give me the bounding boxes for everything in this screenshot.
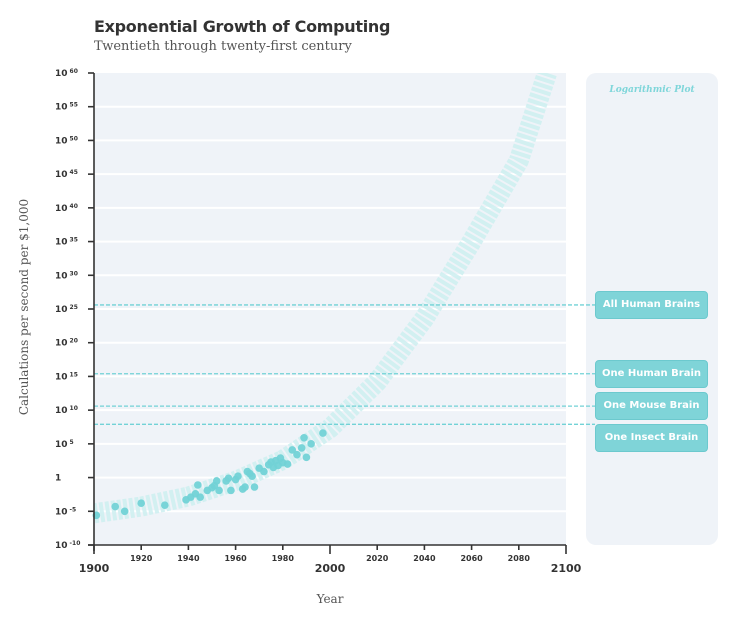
data-point bbox=[283, 460, 292, 468]
y-tick-base: 10 bbox=[55, 204, 68, 214]
y-tick-label: 10 40 bbox=[55, 203, 78, 214]
y-tick-label: 10 10 bbox=[55, 405, 78, 416]
data-point bbox=[111, 502, 120, 511]
trend-band-group bbox=[94, 73, 557, 524]
data-point bbox=[250, 483, 259, 491]
y-tick-label: 10 55 bbox=[55, 102, 78, 113]
x-tick-label: 1900 bbox=[79, 562, 110, 575]
y-tick-label: 10 15 bbox=[55, 371, 78, 382]
y-tick-exponent: 45 bbox=[70, 169, 78, 176]
y-tick-label: 10 20 bbox=[55, 338, 78, 349]
data-point bbox=[241, 483, 249, 491]
trend-band bbox=[94, 73, 557, 524]
y-tick-exponent: 35 bbox=[70, 237, 78, 244]
x-tick-label: 1940 bbox=[177, 554, 200, 563]
data-point bbox=[137, 499, 145, 507]
y-tick-base: 10 bbox=[55, 406, 68, 416]
chart-title: Exponential Growth of Computing bbox=[94, 17, 391, 36]
x-axis-label: Year bbox=[316, 592, 344, 606]
x-tick-label: 2100 bbox=[551, 562, 582, 575]
data-point bbox=[288, 446, 297, 454]
x-tick-label: 2060 bbox=[460, 554, 483, 563]
y-tick-label: 10 60 bbox=[55, 68, 78, 79]
x-tick-label: 1960 bbox=[224, 554, 247, 563]
y-tick-exponent: 55 bbox=[70, 102, 78, 109]
y-tick-label: 10 35 bbox=[55, 237, 78, 248]
y-tick-exponent: 5 bbox=[70, 439, 74, 446]
y-tick-label: 10 50 bbox=[55, 135, 78, 146]
y-tick-base: 10 bbox=[55, 103, 68, 113]
y-tick-exponent: 40 bbox=[70, 203, 78, 210]
y-tick-base: 10 bbox=[55, 238, 68, 248]
y-tick-base: 10 bbox=[55, 372, 68, 382]
data-point bbox=[319, 429, 327, 437]
y-tick-label: 10 -10 bbox=[55, 540, 80, 551]
data-point bbox=[300, 433, 308, 442]
y-tick-exponent: 60 bbox=[70, 68, 78, 75]
y-tick-label: 10 25 bbox=[55, 304, 78, 315]
data-point bbox=[234, 472, 242, 481]
y-tick-label: 10 45 bbox=[55, 169, 78, 180]
data-point bbox=[260, 467, 268, 476]
x-tick-label: 2080 bbox=[508, 554, 531, 563]
data-point bbox=[297, 444, 306, 452]
x-tick-label: 2020 bbox=[366, 554, 389, 563]
y-tick-base: 1 bbox=[55, 474, 61, 484]
data-point bbox=[161, 501, 169, 510]
reference-label-box: One Mouse Brain bbox=[595, 392, 708, 421]
y-tick-exponent: 15 bbox=[70, 371, 78, 378]
y-tick-base: 10 bbox=[55, 271, 68, 281]
data-point bbox=[248, 472, 256, 481]
x-tick-label: 1980 bbox=[272, 554, 295, 563]
y-tick-exponent: 20 bbox=[70, 338, 78, 345]
legend-title: Logarithmic Plot bbox=[609, 85, 695, 95]
y-tick-exponent: -10 bbox=[70, 540, 81, 547]
y-tick-exponent: -5 bbox=[70, 506, 77, 513]
y-tick-exponent: 25 bbox=[70, 304, 78, 311]
y-tick-label: 10 5 bbox=[55, 439, 74, 450]
y-tick-base: 10 bbox=[55, 507, 68, 517]
data-point bbox=[120, 507, 129, 516]
data-point bbox=[212, 477, 221, 485]
data-point bbox=[224, 474, 233, 483]
y-tick-label: 10 30 bbox=[55, 270, 78, 281]
data-point bbox=[215, 486, 223, 495]
y-tick-base: 10 bbox=[55, 69, 68, 79]
chart-subtitle: Twentieth through twenty-first century bbox=[94, 39, 352, 54]
y-tick-label: 1 bbox=[55, 474, 61, 484]
reference-label-box: All Human Brains bbox=[595, 290, 708, 319]
data-point bbox=[302, 453, 311, 462]
y-tick-exponent: 50 bbox=[70, 135, 78, 142]
y-tick-label: 10 -5 bbox=[55, 506, 76, 517]
x-tick-label: 1920 bbox=[130, 554, 153, 563]
y-tick-base: 10 bbox=[55, 339, 68, 349]
data-point bbox=[227, 486, 235, 495]
y-tick-base: 10 bbox=[55, 136, 68, 146]
y-tick-base: 10 bbox=[55, 541, 68, 551]
y-tick-base: 10 bbox=[55, 305, 68, 315]
y-tick-base: 10 bbox=[55, 170, 68, 180]
x-tick-label: 2040 bbox=[413, 554, 436, 563]
data-point bbox=[307, 440, 315, 448]
x-tick-label: 2000 bbox=[315, 562, 346, 575]
data-point bbox=[196, 493, 204, 501]
y-tick-base: 10 bbox=[55, 440, 68, 450]
data-point bbox=[293, 450, 301, 459]
data-point bbox=[194, 481, 202, 489]
reference-label-box: One Insect Brain bbox=[595, 424, 708, 453]
reference-label-box: One Human Brain bbox=[595, 359, 708, 388]
y-tick-exponent: 10 bbox=[70, 405, 78, 412]
y-tick-exponent: 30 bbox=[70, 270, 78, 277]
